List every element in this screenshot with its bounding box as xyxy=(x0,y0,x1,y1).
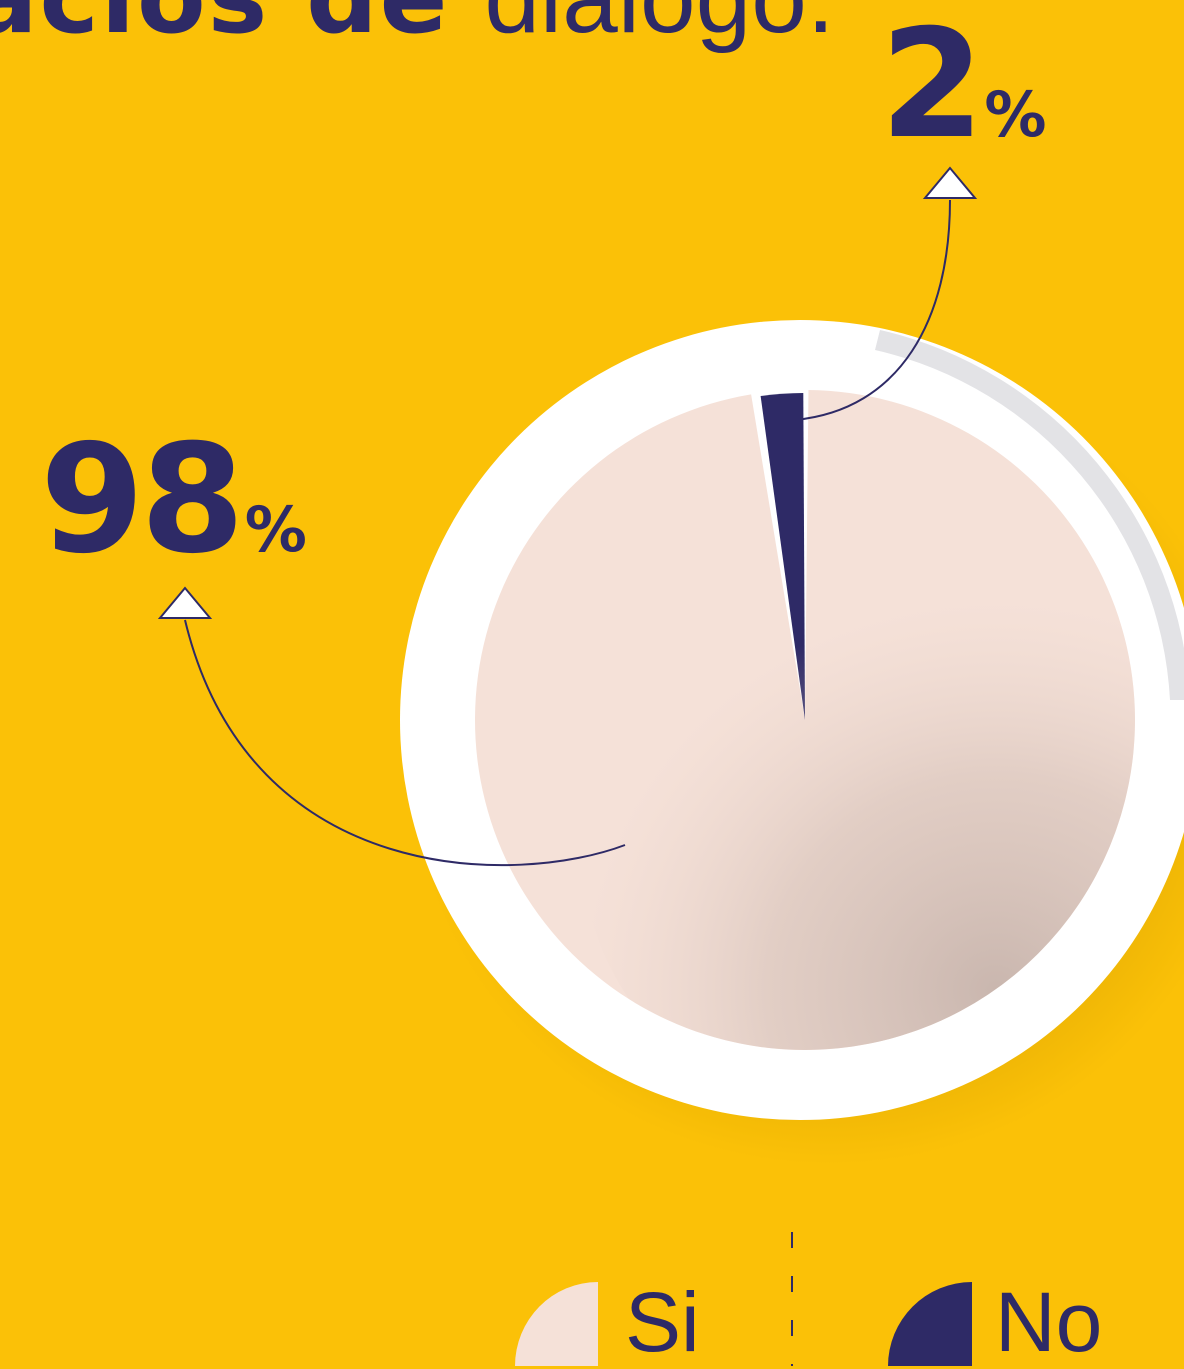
plate-rim-shade xyxy=(875,330,1184,700)
title-light-part: diálogo. xyxy=(484,0,834,54)
page-title: acios de diálogo. xyxy=(0,0,835,48)
value-label-no-number: 2 xyxy=(880,0,984,172)
callout-arrow-si-icon xyxy=(157,586,213,619)
callout-line-si xyxy=(184,619,626,867)
value-label-no-symbol: % xyxy=(984,78,1047,151)
value-label-si-number: 98 xyxy=(40,413,245,587)
value-label-no: 2% xyxy=(880,10,1047,160)
title-bold-part: acios de xyxy=(0,0,449,56)
callout-arrow-no-icon xyxy=(922,166,978,199)
value-label-si: 98% xyxy=(40,425,307,575)
callout-line-no xyxy=(794,199,951,421)
legend-label-si: Si xyxy=(625,1275,700,1369)
legend-swatch-si-icon xyxy=(515,1282,598,1366)
legend-swatch-no-icon xyxy=(888,1282,972,1366)
value-label-si-symbol: % xyxy=(244,493,307,566)
legend-label-no: No xyxy=(995,1275,1103,1369)
